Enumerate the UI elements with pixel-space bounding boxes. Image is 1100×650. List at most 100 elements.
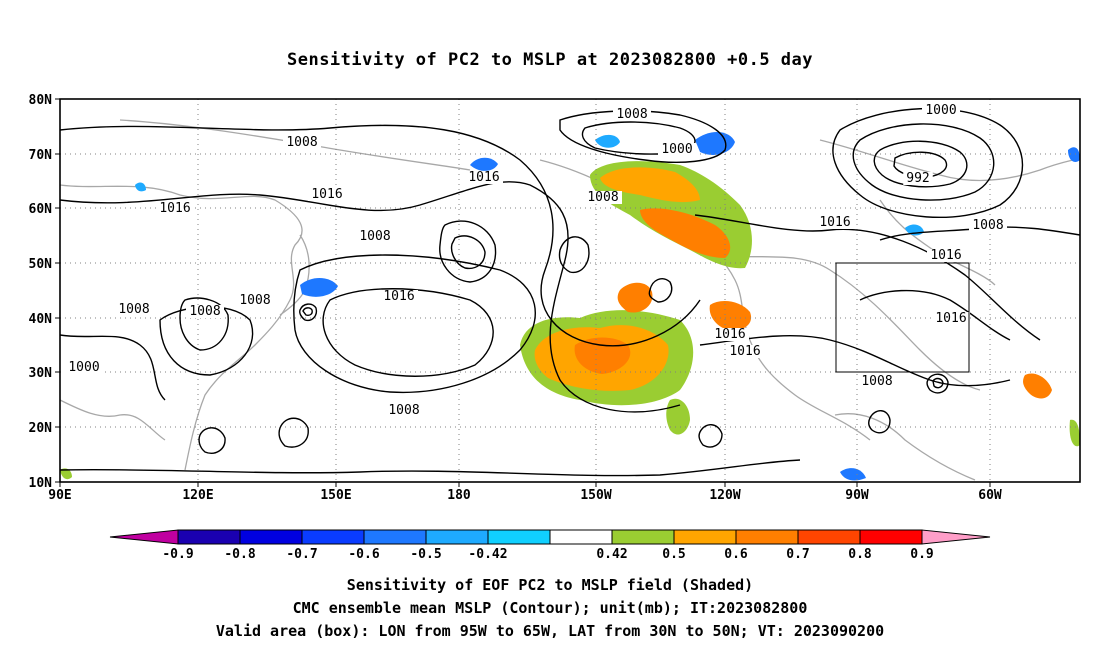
contour-1016-small bbox=[648, 278, 673, 303]
contour-label-bg bbox=[711, 328, 749, 341]
contour-label: 1008 bbox=[616, 107, 647, 122]
contour-hurricane bbox=[926, 373, 949, 394]
longitude-label: 120W bbox=[709, 488, 740, 503]
colorbar-labels: -0.9 -0.8 -0.7 -0.6 -0.5 -0.42 0.42 0.5 0.6 0.7 0.… bbox=[162, 547, 933, 562]
positive-area-small bbox=[617, 282, 653, 313]
colorbar-label: -0.5 bbox=[410, 547, 441, 562]
colorbar-label: -0.7 bbox=[286, 547, 317, 562]
mslp-contours bbox=[59, 107, 1081, 477]
negative-area-gulf bbox=[840, 468, 866, 481]
latitude-label: 50N bbox=[29, 257, 53, 272]
caption-shaded: Sensitivity of EOF PC2 to MSLP field (Sh… bbox=[346, 576, 754, 594]
contour-label: 1000 bbox=[68, 360, 99, 375]
colorbar-label: -0.42 bbox=[468, 547, 507, 562]
contour-label-bg bbox=[186, 305, 224, 318]
colorbar-label: -0.6 bbox=[348, 547, 379, 562]
contour-label: 1016 bbox=[714, 327, 745, 342]
contour-low-pacific-south bbox=[278, 417, 309, 448]
contour-low-180 bbox=[439, 220, 497, 283]
positive-area-pacific-peak bbox=[574, 337, 631, 374]
colorbar-label: 0.9 bbox=[910, 547, 933, 562]
contour-label-bg bbox=[385, 404, 423, 417]
contour-label: 1008 bbox=[239, 293, 270, 308]
caption-contour: CMC ensemble mean MSLP (Contour); unit(m… bbox=[292, 599, 808, 617]
greenland-coast bbox=[819, 139, 1081, 182]
contour-label: 1016 bbox=[311, 187, 342, 202]
contour-1016-atlantic bbox=[859, 289, 1011, 341]
positive-area-india bbox=[60, 468, 72, 480]
longitude-label: 90E bbox=[48, 488, 71, 503]
longitude-label: 120E bbox=[182, 488, 213, 503]
longitude-labels: 90E 120E 150E 180 150W 120W 90W 60W bbox=[48, 488, 1002, 503]
contour-992-mid bbox=[873, 140, 968, 188]
positive-area-alaska-core bbox=[600, 167, 700, 203]
contour-992-outer bbox=[852, 123, 995, 201]
colorbar-label: 0.6 bbox=[724, 547, 748, 562]
colorbar-segment bbox=[363, 529, 427, 545]
map-frame bbox=[59, 98, 1081, 483]
contour-label: 1008 bbox=[118, 302, 149, 317]
contour-1016-pacific-high bbox=[293, 254, 536, 394]
contour-low-mexico bbox=[698, 424, 723, 448]
negative-area-bering bbox=[470, 157, 498, 171]
contour-label: 1000 bbox=[925, 103, 956, 118]
contour-1008-south bbox=[59, 459, 801, 477]
contour-label-bg bbox=[283, 136, 321, 149]
contour-label-bg bbox=[380, 290, 418, 303]
latitude-label: 10N bbox=[29, 476, 53, 491]
contour-label-bg bbox=[927, 249, 965, 262]
contour-label-bg bbox=[613, 108, 651, 121]
contour-label-bg bbox=[903, 172, 933, 185]
contour-label-bg bbox=[465, 171, 503, 184]
longitude-label: 150W bbox=[580, 488, 611, 503]
valid-area-box bbox=[835, 262, 970, 373]
contour-labels: 1008 1016 1000 992 1008 1016 1008 1016 1008 1000 1… bbox=[65, 103, 1007, 418]
negative-area-atlantic bbox=[1068, 147, 1080, 162]
contour-1008-north bbox=[59, 124, 701, 347]
colorbar-segment bbox=[301, 529, 365, 545]
contour-label: 1000 bbox=[661, 142, 692, 157]
tick-marks bbox=[55, 98, 991, 487]
contour-low-gulf bbox=[867, 410, 891, 434]
south-asia-coast bbox=[59, 399, 166, 441]
gulf-coast bbox=[834, 413, 976, 481]
latitude-label: 70N bbox=[29, 148, 53, 163]
contour-hurricane-inner bbox=[932, 377, 944, 389]
colorbar-label: -0.9 bbox=[162, 547, 193, 562]
contour-label: 1008 bbox=[359, 229, 390, 244]
colorbar-segment bbox=[487, 529, 551, 545]
coastlines bbox=[59, 119, 1081, 481]
contour-label: 1016 bbox=[930, 248, 961, 263]
positive-area-atlantic bbox=[1023, 373, 1052, 399]
colorbar-segment bbox=[735, 529, 799, 545]
contour-1016-high-inner bbox=[322, 288, 494, 377]
negative-area-japan bbox=[300, 277, 338, 297]
contour-label: 992 bbox=[906, 171, 929, 186]
contour-1000-asia bbox=[59, 334, 166, 401]
colorbar-min-triangle bbox=[109, 529, 179, 545]
colorbar bbox=[109, 529, 991, 545]
positive-area-east-edge bbox=[1069, 419, 1080, 447]
contour-label: 1008 bbox=[972, 218, 1003, 233]
latitude-label: 30N bbox=[29, 366, 53, 381]
contour-1016-east bbox=[694, 214, 1041, 341]
positive-area-alaska-south bbox=[640, 208, 731, 258]
contour-label: 1008 bbox=[388, 403, 419, 418]
colorbar-label: 0.8 bbox=[848, 547, 872, 562]
contour-label: 1008 bbox=[189, 304, 220, 319]
longitude-label: 90W bbox=[845, 488, 869, 503]
latitude-label: 40N bbox=[29, 312, 53, 327]
contour-label-bg bbox=[236, 294, 274, 307]
colorbar-segment bbox=[859, 529, 923, 545]
contour-label-bg bbox=[115, 303, 153, 316]
colorbar-segment bbox=[177, 529, 241, 545]
longitude-label: 150E bbox=[320, 488, 351, 503]
colorbar-label: 0.5 bbox=[662, 547, 685, 562]
latitude-label: 80N bbox=[29, 93, 53, 108]
colorbar-label: 0.42 bbox=[596, 547, 627, 562]
contour-label-bg bbox=[922, 104, 960, 117]
asia-coast bbox=[59, 184, 303, 471]
contour-label: 1008 bbox=[587, 190, 618, 205]
contour-label: 1016 bbox=[383, 289, 414, 304]
contour-typhoon-1-inner bbox=[302, 307, 313, 316]
